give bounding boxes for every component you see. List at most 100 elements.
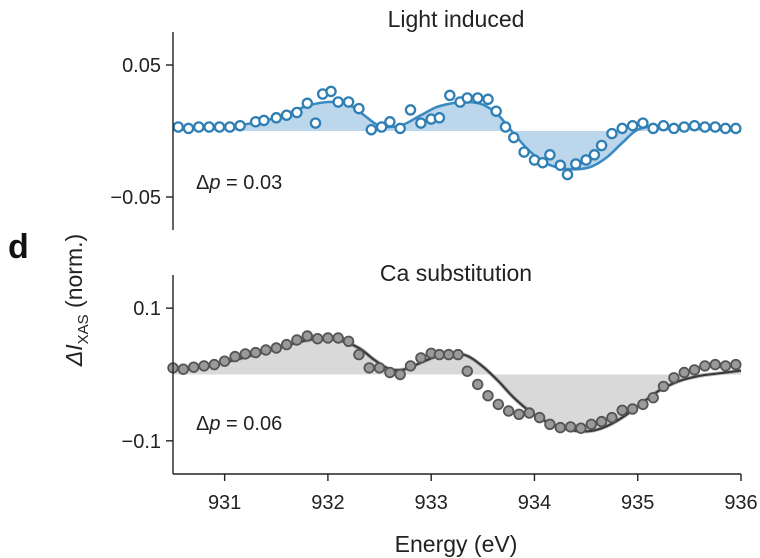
bottom-xtick-label: 932 bbox=[311, 492, 344, 514]
bottom-ytick-label: −0.1 bbox=[122, 431, 161, 453]
bottom-data-point bbox=[595, 415, 608, 428]
top-data-point bbox=[588, 149, 601, 161]
top-data-point bbox=[213, 121, 226, 133]
bottom-data-point bbox=[415, 352, 427, 364]
bottom-data-point bbox=[668, 372, 680, 384]
top-data-point bbox=[404, 104, 417, 116]
bottom-data-point bbox=[433, 348, 446, 361]
bottom-xtick-label: 934 bbox=[518, 492, 551, 514]
bottom-data-point bbox=[443, 348, 455, 361]
bottom-data-point bbox=[523, 407, 536, 419]
bottom-xtick-label: 931 bbox=[208, 492, 241, 514]
bottom-data-point bbox=[384, 366, 396, 379]
bottom-data-point bbox=[709, 358, 721, 371]
bottom-xtick-label: 933 bbox=[414, 492, 447, 514]
top-data-point bbox=[719, 122, 732, 135]
top-data-point bbox=[518, 146, 530, 158]
panel-letter: d bbox=[8, 228, 29, 266]
top-data-point bbox=[606, 127, 618, 140]
top-data-point bbox=[554, 159, 567, 172]
bottom-xticks-group: 931 932 933 934 935 936 bbox=[208, 474, 758, 514]
bottom-ytick-label: 0.1 bbox=[133, 298, 161, 320]
bottom-data-point bbox=[322, 332, 334, 344]
bottom-data-point bbox=[291, 334, 303, 346]
bottom-data-point bbox=[208, 358, 221, 371]
bottom-data-point bbox=[452, 348, 464, 361]
bottom-xtick-label: 935 bbox=[621, 492, 654, 514]
bottom-data-point bbox=[363, 362, 375, 374]
bottom-data-point bbox=[554, 421, 567, 434]
top-data-point bbox=[365, 123, 378, 136]
top-data-point bbox=[234, 119, 246, 132]
top-data-point bbox=[172, 121, 184, 133]
bottom-fill-group bbox=[173, 338, 741, 431]
bottom-data-point bbox=[229, 350, 241, 363]
bottom-area-fill bbox=[173, 338, 741, 431]
top-data-point bbox=[301, 97, 314, 110]
top-data-point bbox=[461, 92, 474, 104]
bottom-data-point bbox=[616, 404, 628, 417]
bottom-data-point bbox=[177, 363, 190, 375]
top-data-point bbox=[647, 122, 659, 135]
bottom-data-point bbox=[657, 380, 670, 393]
bottom-data-point bbox=[585, 418, 598, 431]
bottom-data-point bbox=[373, 362, 386, 374]
top-ytick-label: −0.05 bbox=[110, 187, 161, 209]
top-data-point bbox=[394, 122, 406, 135]
top-data-point bbox=[626, 119, 639, 132]
top-data-point bbox=[332, 96, 344, 108]
bottom-data-point bbox=[502, 405, 515, 417]
bottom-data-point bbox=[249, 346, 262, 359]
bottom-data-point bbox=[626, 403, 639, 415]
top-annotation: Δp = 0.03 bbox=[196, 172, 282, 194]
bottom-data-point bbox=[353, 348, 365, 361]
top-annotation-delta: Δ bbox=[196, 172, 209, 194]
top-data-point bbox=[444, 89, 456, 102]
top-data-point bbox=[325, 85, 337, 98]
top-points-group bbox=[172, 85, 742, 181]
bottom-data-point bbox=[187, 361, 200, 373]
bottom-data-point bbox=[719, 360, 732, 372]
top-data-point bbox=[291, 106, 303, 119]
top-data-point bbox=[688, 119, 701, 132]
bottom-data-point bbox=[647, 392, 659, 404]
top-data-point bbox=[580, 154, 592, 166]
top-data-point bbox=[224, 121, 236, 133]
top-data-point bbox=[637, 117, 649, 129]
bottom-data-point bbox=[544, 418, 556, 431]
panel-light-induced: Light induced 0.05 −0.05 Δp = 0.03 bbox=[110, 6, 742, 230]
bottom-data-point bbox=[564, 421, 577, 433]
top-data-point bbox=[182, 122, 195, 135]
bottom-data-point bbox=[472, 378, 484, 391]
top-data-point bbox=[570, 158, 582, 170]
y-axis-label-main: ΔI bbox=[61, 344, 87, 367]
bottom-data-point bbox=[311, 333, 324, 345]
y-axis-label-sub: XAS bbox=[75, 314, 92, 344]
top-data-point bbox=[270, 112, 283, 124]
bottom-annotation-delta: Δ bbox=[196, 413, 209, 435]
bottom-data-point bbox=[260, 344, 272, 356]
bottom-data-point bbox=[482, 390, 494, 402]
top-data-point bbox=[699, 121, 711, 133]
bottom-data-point bbox=[198, 360, 210, 372]
top-data-point bbox=[353, 102, 365, 115]
bottom-data-point bbox=[404, 360, 417, 372]
top-data-point bbox=[709, 121, 721, 133]
bottom-data-point bbox=[461, 365, 474, 377]
top-yticks-group: 0.05 −0.05 bbox=[110, 55, 173, 209]
top-data-point bbox=[544, 149, 556, 161]
top-annotation-value: = 0.03 bbox=[220, 172, 282, 194]
top-data-point bbox=[561, 168, 574, 181]
top-data-point bbox=[536, 156, 549, 169]
top-data-point bbox=[280, 109, 293, 121]
panel-top-title: Light induced bbox=[388, 6, 525, 32]
bottom-data-point bbox=[280, 338, 293, 351]
top-data-point bbox=[508, 131, 520, 144]
bottom-data-point bbox=[606, 411, 618, 424]
bottom-data-point bbox=[637, 398, 649, 411]
bottom-data-point bbox=[492, 398, 505, 411]
bottom-data-point bbox=[342, 335, 355, 348]
top-ytick-label: 0.05 bbox=[122, 55, 161, 77]
bottom-data-point bbox=[730, 358, 742, 371]
